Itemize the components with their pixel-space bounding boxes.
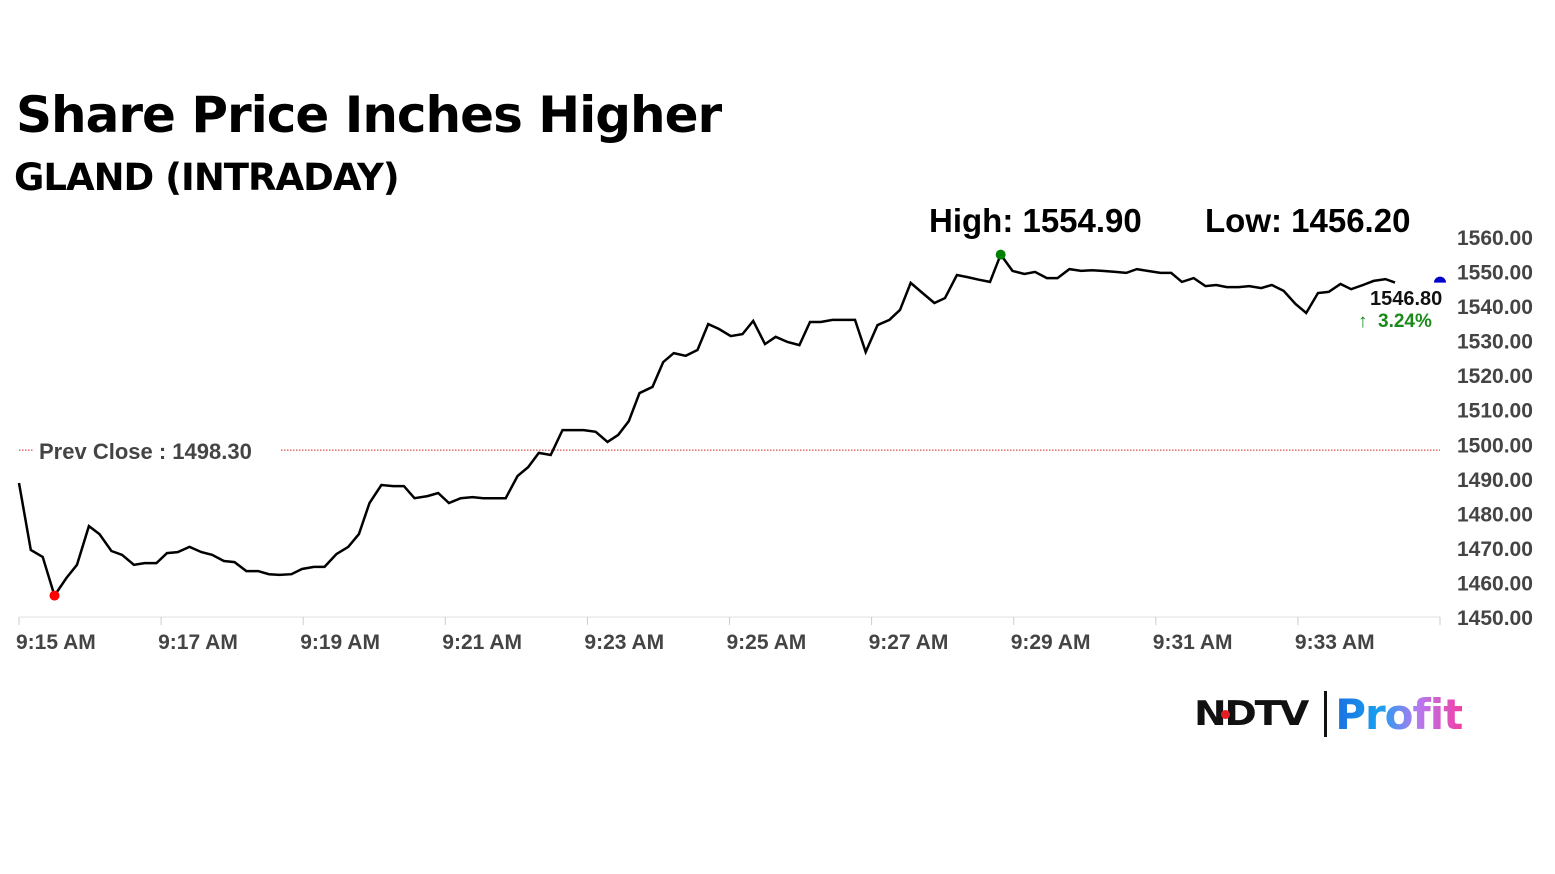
x-tick-label: 9:21 AM [442, 631, 522, 654]
y-tick-label: 1560.00 [1457, 227, 1533, 250]
change-label: 3.24% [1378, 311, 1432, 332]
last-price-label: 1546.80 [1370, 288, 1442, 310]
low-label: Low: 1456.20 [1205, 202, 1411, 239]
ndtv-profit-logo: NDTV Profit [1194, 689, 1463, 739]
x-tick-label: 9:31 AM [1153, 631, 1233, 654]
high-label: High: 1554.90 [929, 202, 1142, 239]
x-tick-label: 9:25 AM [727, 631, 807, 654]
up-arrow-icon: ↑ [1358, 311, 1368, 332]
chart-subtitle: GLAND (INTRADAY) [14, 156, 400, 199]
y-tick-label: 1510.00 [1457, 400, 1533, 423]
y-tick-label: 1460.00 [1457, 572, 1533, 595]
x-tick-label: 9:23 AM [584, 631, 664, 654]
y-tick-label: 1470.00 [1457, 538, 1533, 561]
logo-separator [1324, 691, 1328, 737]
x-tick-label: 9:17 AM [158, 631, 238, 654]
y-tick-label: 1550.00 [1457, 262, 1533, 285]
logo-ndtv: NDTV [1194, 694, 1309, 734]
y-tick-label: 1520.00 [1457, 365, 1533, 388]
y-tick-label: 1500.00 [1457, 434, 1533, 457]
low-marker [49, 590, 60, 601]
y-tick-label: 1530.00 [1457, 331, 1533, 354]
y-tick-label: 1490.00 [1457, 469, 1533, 492]
high-marker [995, 249, 1006, 260]
chart-title: Share Price Inches Higher [16, 86, 722, 144]
ndtv-red-dot [1221, 710, 1230, 719]
last-price-marker [1434, 276, 1446, 283]
prev-close-label: Prev Close : 1498.30 [39, 439, 252, 464]
x-tick-label: 9:29 AM [1011, 631, 1091, 654]
y-tick-label: 1450.00 [1457, 607, 1533, 630]
y-tick-label: 1480.00 [1457, 503, 1533, 526]
price-line [17, 252, 1396, 599]
x-tick-label: 9:27 AM [869, 631, 949, 654]
y-tick-label: 1540.00 [1457, 296, 1533, 319]
last-price-bg [1366, 285, 1446, 309]
logo-profit: Profit [1335, 689, 1463, 739]
x-tick-label: 9:33 AM [1295, 631, 1375, 654]
x-tick-label: 9:15 AM [16, 631, 96, 654]
x-tick-label: 9:19 AM [300, 631, 380, 654]
